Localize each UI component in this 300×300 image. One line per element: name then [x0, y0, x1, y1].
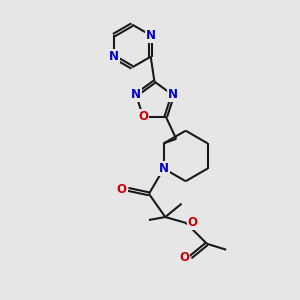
Text: N: N: [131, 88, 141, 101]
Text: O: O: [179, 250, 189, 264]
Text: N: N: [146, 29, 156, 42]
Text: N: N: [168, 88, 178, 101]
Text: O: O: [117, 183, 127, 196]
Text: O: O: [188, 217, 198, 230]
Text: N: N: [159, 162, 169, 175]
Text: N: N: [109, 50, 118, 63]
Text: O: O: [138, 110, 148, 123]
